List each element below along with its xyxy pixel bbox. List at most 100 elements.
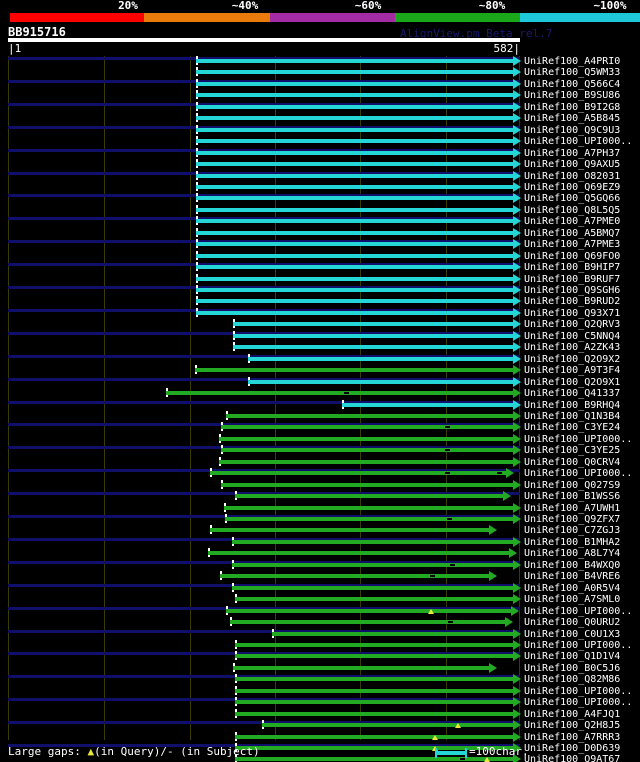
alignment-row[interactable]: UniRef100_Q2O9X1 (0, 377, 640, 388)
alignment-row[interactable]: UniRef100_C5NNQ4 (0, 331, 640, 342)
hit-label[interactable]: UniRef100_B9RUF7 (524, 274, 621, 285)
alignment-bar[interactable] (196, 265, 513, 269)
hit-label[interactable]: UniRef100_B0C5J6 (524, 663, 621, 674)
alignment-bar[interactable] (210, 471, 506, 475)
alignment-row[interactable]: UniRef100_Q69EZ9 (0, 182, 640, 193)
hit-label[interactable]: UniRef100_B4WXQ0 (524, 560, 621, 571)
alignment-row[interactable]: UniRef100_Q9C9U3 (0, 125, 640, 136)
alignment-row[interactable]: UniRef100_Q9SGH6 (0, 285, 640, 296)
alignment-row[interactable]: UniRef100_UPI000.. (0, 640, 640, 651)
hit-label[interactable]: UniRef100_A5BMQ7 (524, 228, 621, 239)
alignment-row[interactable]: UniRef100_B4WXQ0 (0, 560, 640, 571)
hit-label[interactable]: UniRef100_B9SU86 (524, 90, 621, 101)
alignment-bar[interactable] (235, 597, 513, 601)
hit-label[interactable]: UniRef100_Q9ZFX7 (524, 514, 621, 525)
hit-label[interactable]: UniRef100_Q41337 (524, 388, 621, 399)
alignment-row[interactable]: UniRef100_UPI000.. (0, 434, 640, 445)
alignment-bar[interactable] (196, 139, 513, 143)
hit-label[interactable]: UniRef100_C3YE25 (524, 445, 621, 456)
alignment-row[interactable]: UniRef100_C0U1X3 (0, 629, 640, 640)
hit-label[interactable]: UniRef100_UPI000.. (524, 434, 633, 445)
alignment-bar[interactable] (219, 437, 513, 441)
alignment-row[interactable]: UniRef100_A2ZK43 (0, 342, 640, 353)
alignment-row[interactable]: UniRef100_A0R5V4 (0, 583, 640, 594)
alignment-bar[interactable] (196, 196, 513, 200)
alignment-row[interactable]: UniRef100_A8L7Y4 (0, 548, 640, 559)
alignment-row[interactable]: UniRef100_A7PH37 (0, 148, 640, 159)
hit-label[interactable]: UniRef100_UPI000.. (524, 468, 633, 479)
alignment-row[interactable]: UniRef100_Q2H8J5 (0, 720, 640, 731)
hit-label[interactable]: UniRef100_Q2H8J5 (524, 720, 621, 731)
alignment-bar[interactable] (232, 540, 513, 544)
alignment-bar[interactable] (196, 105, 513, 109)
hit-label[interactable]: UniRef100_UPI000.. (524, 136, 633, 147)
hit-label[interactable]: UniRef100_B4VRE6 (524, 571, 621, 582)
hit-label[interactable]: UniRef100_B9RHQ4 (524, 400, 621, 411)
hit-label[interactable]: UniRef100_Q0CRV4 (524, 457, 621, 468)
alignment-bar[interactable] (232, 563, 513, 567)
alignment-bar[interactable] (196, 116, 513, 120)
alignment-bar[interactable] (232, 586, 513, 590)
alignment-bar[interactable] (235, 735, 513, 739)
alignment-bar[interactable] (195, 368, 513, 372)
alignment-bar[interactable] (208, 551, 509, 555)
alignment-row[interactable]: UniRef100_A9T3F4 (0, 365, 640, 376)
alignment-bar[interactable] (196, 59, 513, 63)
alignment-row[interactable]: UniRef100_UPI000.. (0, 697, 640, 708)
alignment-bar[interactable] (230, 620, 505, 624)
alignment-row[interactable]: UniRef100_A4FJQ1 (0, 709, 640, 720)
alignment-row[interactable]: UniRef100_B1MHA2 (0, 537, 640, 548)
alignment-row[interactable]: UniRef100_Q9AXU5 (0, 159, 640, 170)
alignment-row[interactable]: UniRef100_B0C5J6 (0, 663, 640, 674)
alignment-row[interactable]: UniRef100_B9RUF7 (0, 274, 640, 285)
hit-label[interactable]: UniRef100_A2ZK43 (524, 342, 621, 353)
hit-label[interactable]: UniRef100_Q9C9U3 (524, 125, 621, 136)
alignment-row[interactable]: UniRef100_A7RRR3 (0, 732, 640, 743)
alignment-bar[interactable] (196, 311, 513, 315)
alignment-bar[interactable] (235, 494, 503, 498)
hit-label[interactable]: UniRef100_A4PRI0 (524, 56, 621, 67)
hit-label[interactable]: UniRef100_Q9AXU5 (524, 159, 621, 170)
hit-label[interactable]: UniRef100_O82031 (524, 171, 621, 182)
alignment-row[interactable]: UniRef100_UPI000.. (0, 468, 640, 479)
alignment-bar[interactable] (196, 219, 513, 223)
alignment-bar[interactable] (196, 208, 513, 212)
alignment-bar[interactable] (196, 174, 513, 178)
alignment-row[interactable]: UniRef100_Q93X71 (0, 308, 640, 319)
alignment-bar[interactable] (196, 277, 513, 281)
alignment-row[interactable]: UniRef100_Q5GQ66 (0, 193, 640, 204)
alignment-row[interactable]: UniRef100_A7PME3 (0, 239, 640, 250)
alignment-row[interactable]: UniRef100_A7UWH1 (0, 503, 640, 514)
alignment-row[interactable]: UniRef100_B9HIP7 (0, 262, 640, 273)
hit-label[interactable]: UniRef100_A7RRR3 (524, 732, 621, 743)
alignment-bar[interactable] (235, 643, 513, 647)
hit-label[interactable]: UniRef100_Q5WM33 (524, 67, 621, 78)
hit-label[interactable]: UniRef100_A7PME0 (524, 216, 621, 227)
alignment-row[interactable]: UniRef100_C3YE24 (0, 422, 640, 433)
alignment-bar[interactable] (233, 666, 489, 670)
alignment-bar[interactable] (235, 689, 513, 693)
hit-label[interactable]: UniRef100_UPI000.. (524, 640, 633, 651)
hit-label[interactable]: UniRef100_UPI000.. (524, 697, 633, 708)
alignment-bar[interactable] (196, 288, 513, 292)
alignment-row[interactable]: UniRef100_B9I2G8 (0, 102, 640, 113)
alignment-row[interactable]: UniRef100_Q1N3B4 (0, 411, 640, 422)
alignment-bar[interactable] (196, 242, 513, 246)
alignment-bar[interactable] (342, 403, 513, 407)
alignment-bar[interactable] (196, 254, 513, 258)
hit-label[interactable]: UniRef100_Q93X71 (524, 308, 621, 319)
alignment-bar[interactable] (235, 746, 513, 750)
hit-label[interactable]: UniRef100_B9I2G8 (524, 102, 621, 113)
hit-label[interactable]: UniRef100_Q8L5Q5 (524, 205, 621, 216)
alignment-bar[interactable] (225, 517, 513, 521)
alignment-bar[interactable] (221, 425, 513, 429)
alignment-bar[interactable] (219, 460, 513, 464)
hit-label[interactable]: UniRef100_A5B845 (524, 113, 621, 124)
hit-label[interactable]: UniRef100_Q566C4 (524, 79, 621, 90)
alignment-bar[interactable] (224, 506, 513, 510)
alignment-bar[interactable] (233, 334, 513, 338)
alignment-row[interactable]: UniRef100_A5B845 (0, 113, 640, 124)
alignment-row[interactable]: UniRef100_A4PRI0 (0, 56, 640, 67)
alignment-bar[interactable] (235, 654, 513, 658)
alignment-bar[interactable] (248, 357, 513, 361)
